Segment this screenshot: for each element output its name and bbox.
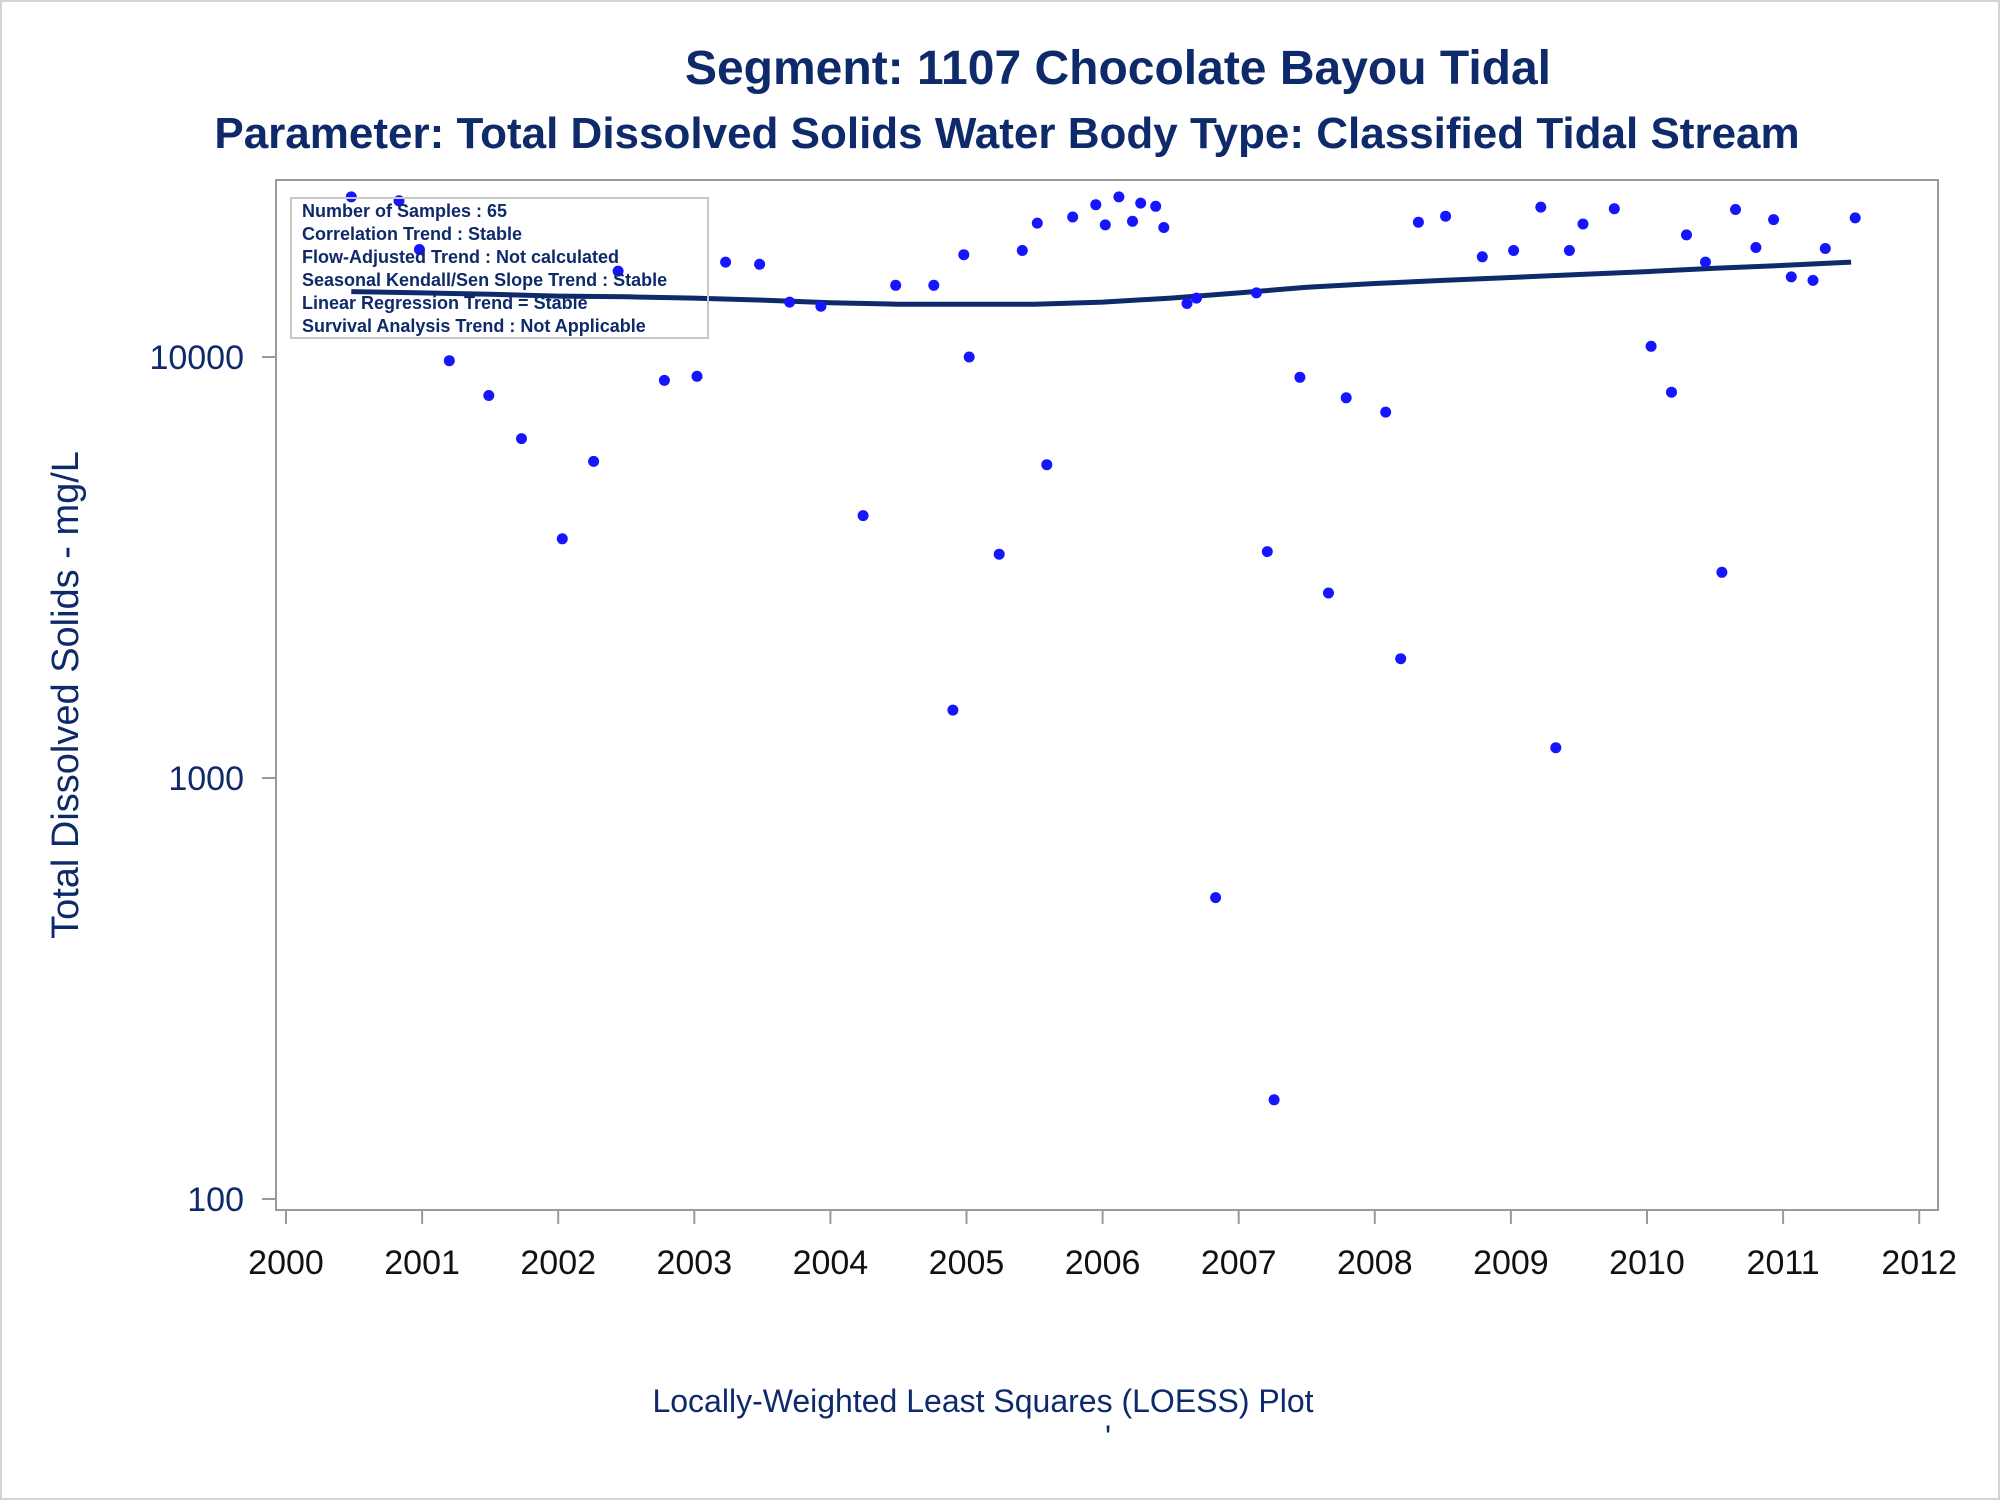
sample-point <box>1250 287 1262 299</box>
sample-point <box>1440 210 1452 222</box>
sample-point <box>1666 386 1677 398</box>
sample-point <box>413 244 425 255</box>
plot-method-footer: Locally-Weighted Least Squares (LOESS) P… <box>652 1383 1313 1419</box>
x-tick-label: 2002 <box>520 1244 596 1282</box>
sample-point <box>947 704 959 716</box>
loess-trend-line <box>351 259 1852 307</box>
sample-point <box>516 433 527 445</box>
sample-point <box>1849 212 1861 224</box>
x-tick-label: 2008 <box>1337 1244 1413 1282</box>
x-tick-label: 2004 <box>793 1244 869 1282</box>
sample-point <box>1380 406 1392 418</box>
sample-point <box>1608 203 1620 215</box>
x-tick-label: 2001 <box>384 1244 460 1282</box>
info-line-flow-adjusted: Flow-Adjusted Trend : Not calculated <box>302 247 619 267</box>
sample-point <box>1158 222 1170 233</box>
sample-point <box>1730 204 1741 215</box>
sample-point <box>890 279 902 291</box>
sample-point <box>1785 271 1797 283</box>
sample-point <box>1323 587 1334 599</box>
footer-mark: ' <box>1105 1419 1111 1455</box>
sample-point <box>345 191 357 203</box>
sample-point <box>1819 243 1831 254</box>
sample-point <box>483 390 495 401</box>
y-axis: 100 1000 10000 <box>149 339 277 1219</box>
x-tick-label: 2010 <box>1609 1244 1685 1282</box>
x-tick-label: 2007 <box>1201 1244 1277 1282</box>
sample-point <box>1031 217 1043 229</box>
sample-point <box>1577 218 1589 230</box>
chart-subtitle: Parameter: Total Dissolved Solids Water … <box>214 109 1799 158</box>
x-tick-label: 2009 <box>1473 1244 1549 1282</box>
x-tick-label: 2011 <box>1747 1244 1820 1282</box>
sample-point <box>1268 1094 1280 1106</box>
sample-point <box>1090 199 1102 211</box>
sample-point <box>1261 546 1273 558</box>
sample-point <box>720 256 732 268</box>
sample-point <box>1067 211 1079 223</box>
x-tick-label: 2012 <box>1881 1244 1957 1282</box>
sample-point <box>754 258 766 270</box>
chart-title: Segment: 1107 Chocolate Bayou Tidal <box>685 42 1551 95</box>
sample-point <box>1716 566 1728 578</box>
sample-point <box>958 249 970 261</box>
x-tick-label: 2006 <box>1065 1244 1141 1282</box>
y-tick-label: 10000 <box>149 339 244 377</box>
sample-point <box>815 300 827 312</box>
series-layer <box>345 191 1861 1106</box>
sample-point <box>1535 201 1547 213</box>
sample-point <box>658 374 670 386</box>
x-tick-label: 2000 <box>248 1244 324 1282</box>
info-line-seasonal-kendall: Seasonal Kendall/Sen Slope Trend : Stabl… <box>302 270 667 290</box>
sample-point <box>1550 742 1562 754</box>
sample-point <box>1113 191 1125 203</box>
sample-point <box>1807 274 1819 286</box>
sample-point <box>612 265 624 277</box>
sample-point <box>1768 214 1780 226</box>
info-line-linear-regression: Linear Regression Trend = Stable <box>302 293 588 313</box>
sample-point <box>1645 340 1657 352</box>
sample-point <box>784 296 796 308</box>
sample-point <box>1563 245 1575 256</box>
info-line-correlation: Correlation Trend : Stable <box>302 224 522 244</box>
sample-point <box>588 455 600 467</box>
sample-point <box>1150 200 1162 212</box>
sample-point <box>1041 459 1053 471</box>
sample-point <box>1135 197 1147 209</box>
sample-point <box>1127 215 1138 227</box>
sample-point <box>1412 216 1424 228</box>
sample-point <box>1191 292 1202 304</box>
sample-point <box>1294 371 1306 383</box>
sample-point <box>928 279 940 291</box>
sample-point <box>1750 242 1762 253</box>
sample-point <box>1700 256 1711 268</box>
y-axis-label: Total Dissolved Solids - mg/L <box>45 451 87 939</box>
info-box-border <box>290 197 709 339</box>
sample-point <box>691 370 703 382</box>
x-tick-label: 2005 <box>929 1244 1005 1282</box>
sample-point <box>443 355 455 367</box>
sample-point <box>1016 245 1028 256</box>
x-tick-label: 2003 <box>656 1244 732 1282</box>
x-axis: 2000 2001 2002 2003 2004 2005 2006 2007 2008 2009… <box>248 1209 1957 1282</box>
sample-point <box>1395 653 1407 665</box>
info-line-survival-analysis: Survival Analysis Trend : Not Applicable <box>302 316 646 336</box>
sample-point <box>857 510 869 522</box>
sample-point <box>1340 392 1352 404</box>
y-tick-label: 1000 <box>168 760 244 798</box>
sample-point <box>1181 298 1193 309</box>
sample-point <box>1210 892 1222 904</box>
sample-point <box>1099 219 1111 231</box>
sample-point <box>993 548 1005 560</box>
sample-point <box>556 533 568 545</box>
sample-point <box>963 351 975 363</box>
sample-point <box>1508 245 1520 256</box>
sample-point <box>1681 229 1692 241</box>
y-tick-label: 100 <box>187 1181 244 1219</box>
info-box: Number of Samples : 65 Correlation Trend… <box>290 197 709 339</box>
info-line-samples: Number of Samples : 65 <box>302 201 507 221</box>
sample-point <box>1476 251 1488 263</box>
